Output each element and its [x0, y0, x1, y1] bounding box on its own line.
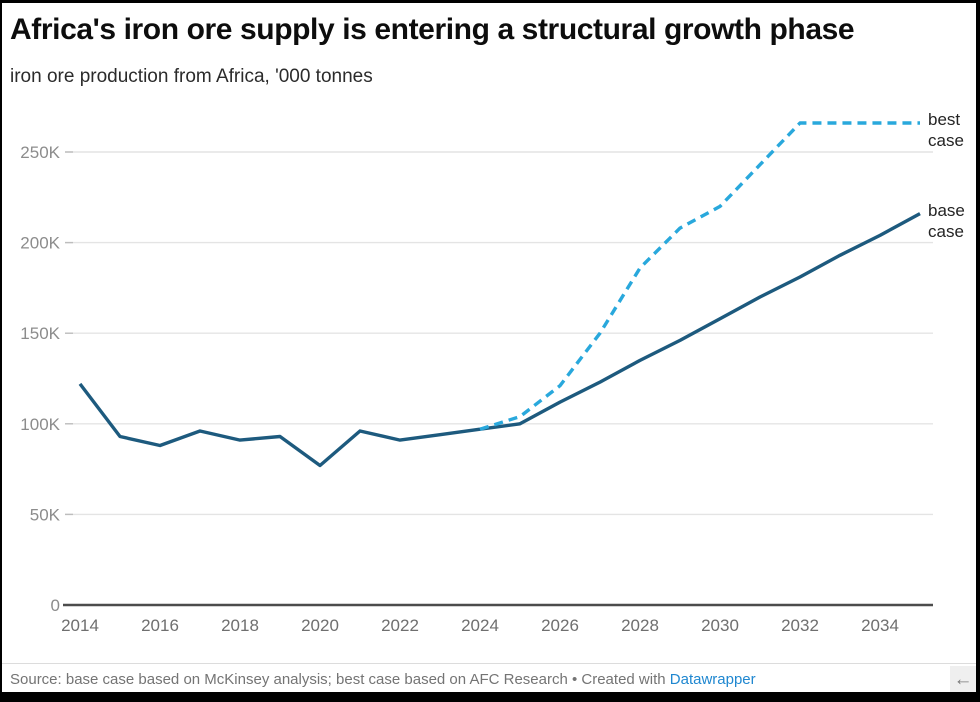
series-line-base-case [78, 212, 921, 468]
scroll-left-arrow-icon: ← [953, 668, 973, 690]
y-tick-label-50K: 50K [30, 505, 61, 524]
source-text: Source: base case based on McKinsey anal… [10, 671, 670, 688]
x-tick-label-2028: 2028 [621, 616, 659, 635]
x-tick-label-2034: 2034 [861, 616, 899, 635]
y-tick-label-200K: 200K [20, 234, 60, 253]
line-chart-plot-area: 0 50K 100K 150K 200K 250K 2014 2016 2018 2020 2022… [20, 121, 933, 635]
x-tick-label-2024: 2024 [461, 616, 499, 635]
x-tick-label-2018: 2018 [221, 616, 259, 635]
y-tick-label-0: 0 [51, 596, 60, 615]
y-tick-label-150K: 150K [20, 324, 60, 343]
x-tick-label-2026: 2026 [541, 616, 579, 635]
y-tick-label-250K: 250K [20, 143, 60, 162]
x-tick-label-2016: 2016 [141, 616, 179, 635]
x-tick-label-2022: 2022 [381, 616, 419, 635]
series-label-base-case: base case [928, 201, 965, 241]
source-footer: Source: base case based on McKinsey anal… [2, 663, 976, 692]
x-tick-label-2014: 2014 [61, 616, 99, 635]
chart-subtitle: iron ore production from Africa, '000 to… [10, 66, 373, 87]
y-tick-label-100K: 100K [20, 415, 60, 434]
series-line-best-case [479, 121, 920, 431]
x-tick-label-2032: 2032 [781, 616, 819, 635]
scroll-corner-button[interactable]: ← [950, 666, 976, 692]
x-tick-label-2030: 2030 [701, 616, 739, 635]
chart-title: Africa's iron ore supply is entering a s… [10, 13, 855, 46]
series-label-best-case: best case [928, 110, 964, 150]
x-tick-label-2020: 2020 [301, 616, 339, 635]
datawrapper-link[interactable]: Datawrapper [669, 671, 756, 688]
